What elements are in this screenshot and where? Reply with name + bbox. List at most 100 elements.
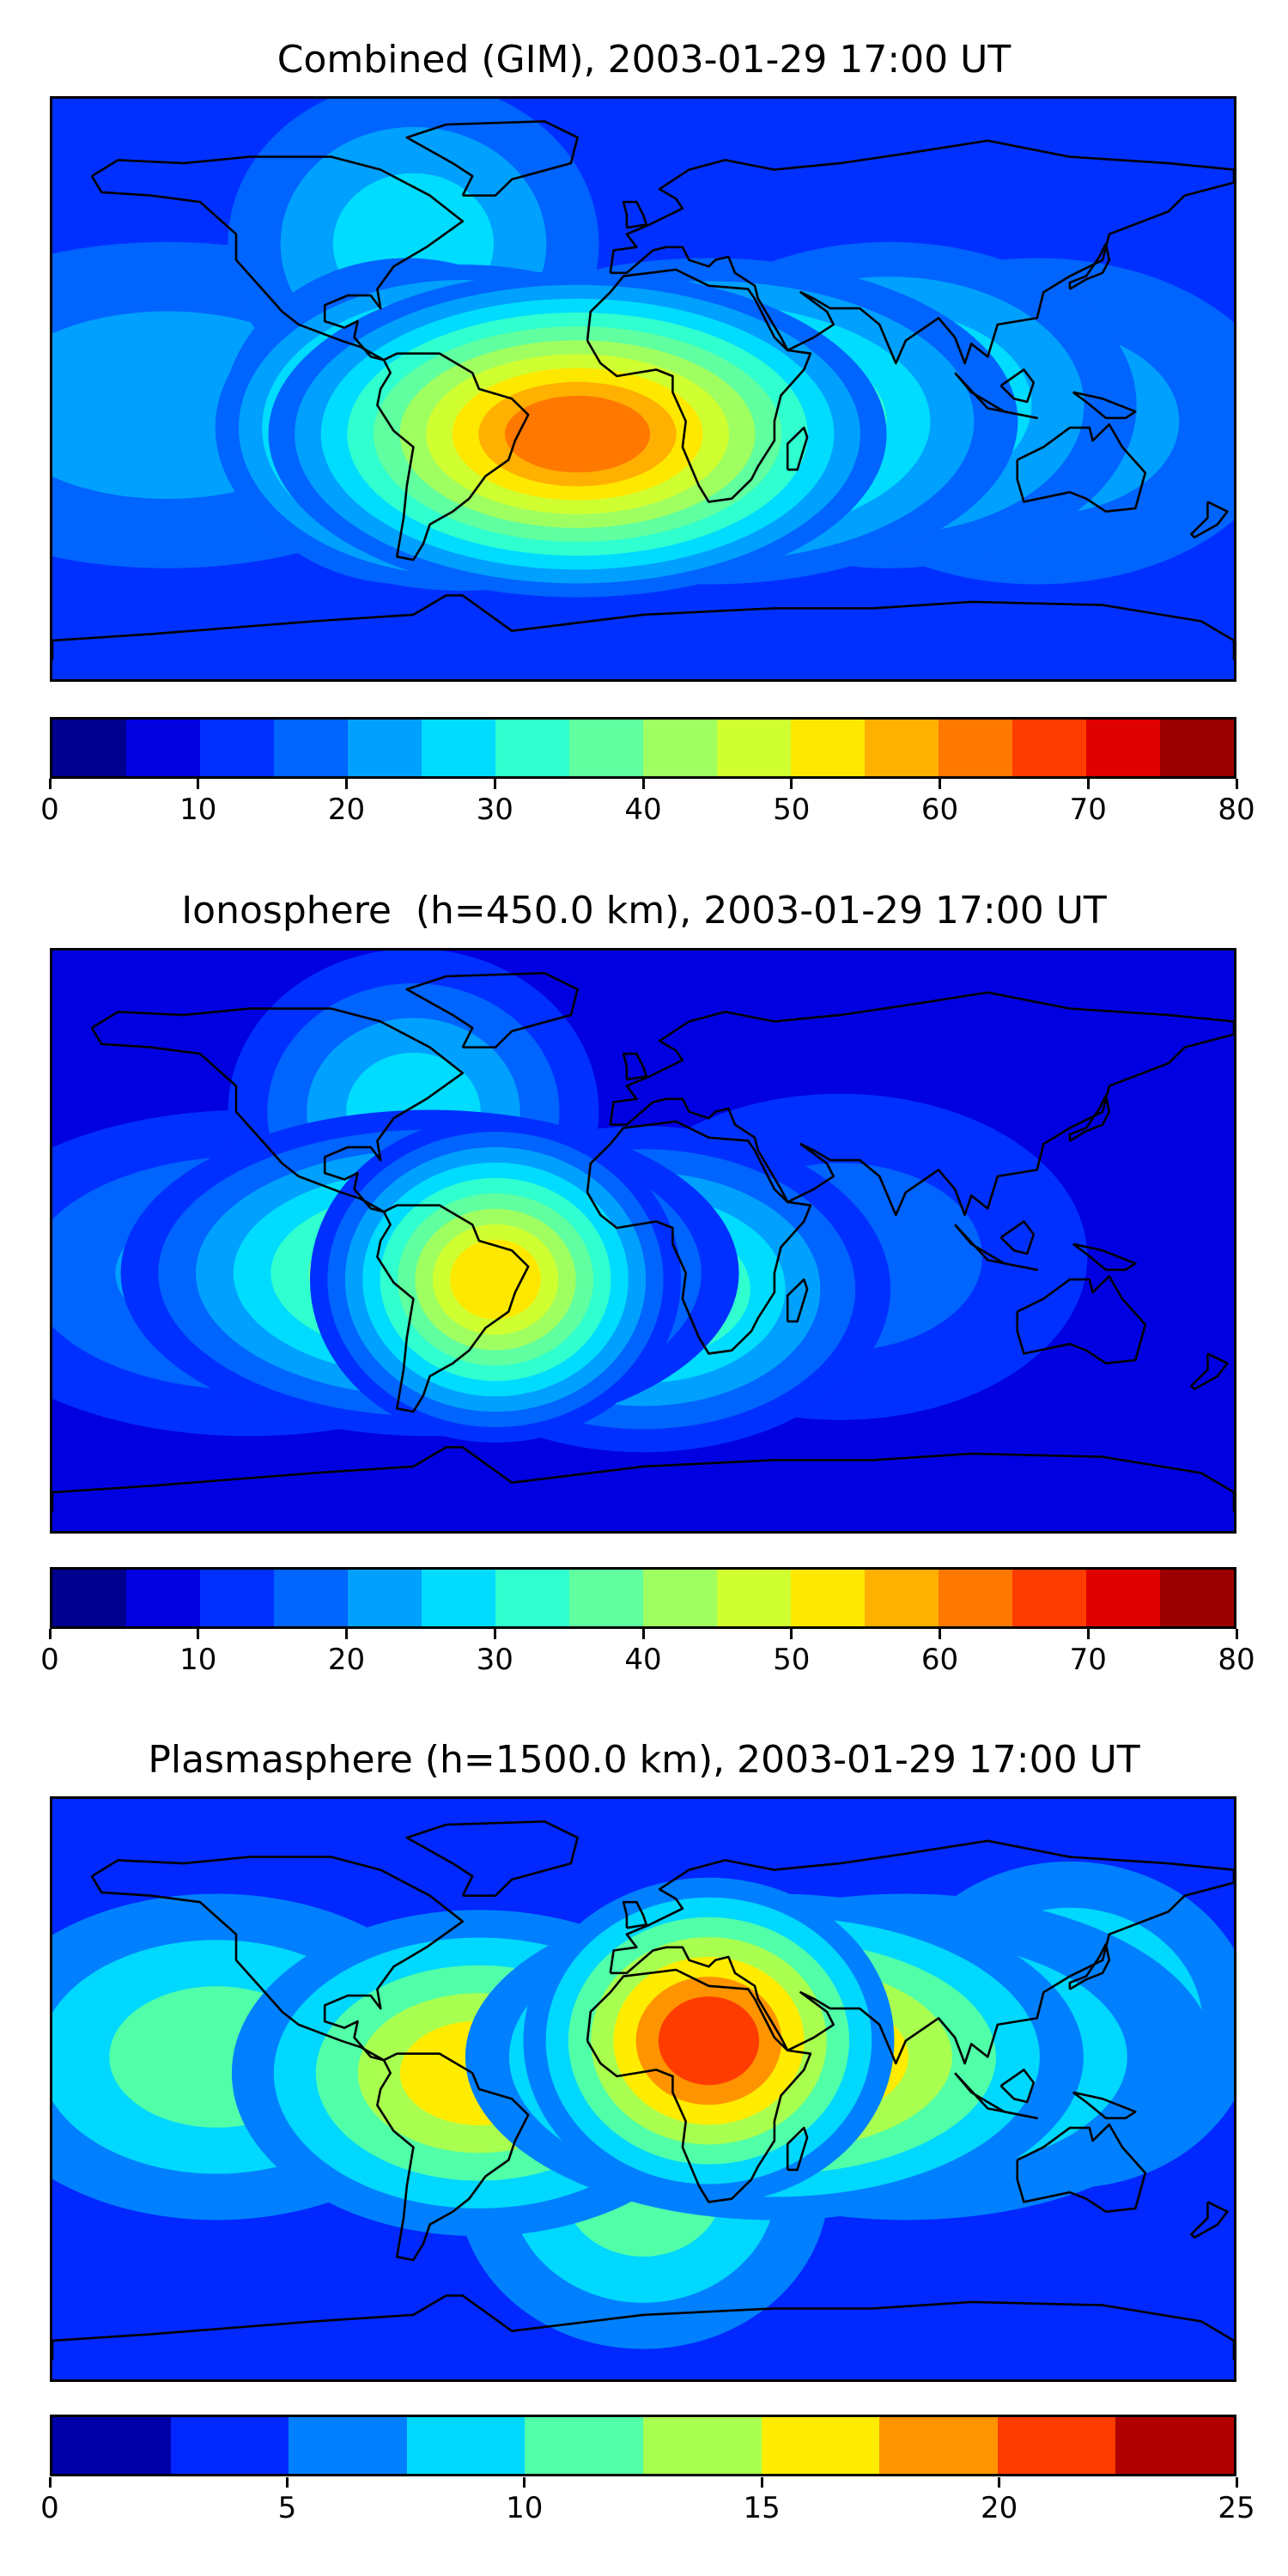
colorbar-tick-label: 60 [920, 1643, 959, 1677]
colorbar-segment [348, 1570, 422, 1626]
colorbar-segment [170, 2417, 289, 2474]
colorbar-segment [525, 2417, 643, 2474]
colorbar-segment [52, 720, 126, 776]
coastline-south-america [376, 352, 530, 562]
coastline-new-zealand [1190, 1352, 1229, 1391]
colorbar-segment [717, 720, 791, 776]
map-svg [52, 1799, 1234, 2379]
coastline-greenland [405, 1820, 579, 1897]
tec-feature [310, 1116, 681, 1443]
coastline-madagascar [786, 1278, 809, 1323]
colorbar-segment [126, 720, 200, 776]
colorbar-segment [422, 720, 495, 776]
colorbar-segment [274, 720, 348, 776]
colorbar-tick-label: 20 [327, 1643, 366, 1677]
plasmasphere-tec-map [50, 1796, 1236, 2382]
colorbar-tick-label: 70 [1069, 1643, 1107, 1677]
coastline-new-guinea [1072, 2091, 1137, 2120]
plasmasphere-colorbar-ticks: 0 5 10 15 20 25 [40, 2477, 1255, 2529]
coastline-africa [586, 1120, 812, 1355]
colorbar-tick-mark [1235, 2477, 1238, 2488]
colorbar-segment [1012, 720, 1086, 776]
colorbar-segment [495, 1570, 569, 1626]
colorbar-tick-mark [1235, 779, 1238, 789]
coastline-antarctica [52, 594, 1234, 660]
colorbar-segment [1160, 1570, 1234, 1626]
colorbar-tick-label: 0 [40, 1643, 59, 1677]
ionosphere-colorbar-ticks: 0 10 20 30 40 50 60 70 80 [40, 1629, 1255, 1680]
colorbar-segment [717, 1570, 791, 1626]
colorbar-segment [761, 2417, 880, 2474]
colorbar-tick-mark [197, 1629, 200, 1639]
coastline-australia [1016, 1274, 1147, 1365]
colorbar-tick-mark [641, 1629, 645, 1639]
coastline-borneo [999, 1220, 1036, 1255]
colorbar-segment [569, 720, 643, 776]
colorbar-tick-mark [493, 779, 496, 789]
coastline-north-america [90, 1007, 465, 1213]
coastline-indonesia [954, 2072, 1038, 2120]
contour-band [450, 1239, 541, 1320]
ionosphere-colorbar [50, 1567, 1236, 1629]
coastline-africa [586, 1968, 812, 2203]
colorbar-segment [289, 2417, 407, 2474]
colorbar-tick-mark [1235, 1629, 1238, 1639]
coastlines [52, 119, 1234, 660]
coastline-greenland [405, 971, 579, 1048]
colorbar-segment [642, 2417, 762, 2474]
colorbar-segment [1086, 1570, 1160, 1626]
colorbar-tick-label: 20 [980, 2491, 1018, 2525]
combined-colorbar [50, 717, 1236, 779]
coastline-uk [622, 1900, 648, 1929]
combined-map-title: Combined (GIM), 2003-01-29 17:00 UT [276, 38, 1012, 82]
coastline-north-america [90, 155, 465, 361]
colorbar-segment [1012, 1570, 1086, 1626]
plasmasphere-colorbar [50, 2415, 1236, 2476]
map-svg [52, 951, 1234, 1531]
colorbar-segment [1160, 720, 1234, 776]
coastlines [52, 1820, 1234, 2360]
coastline-new-zealand [1190, 2201, 1229, 2239]
colorbar-segment [939, 720, 1012, 776]
colorbar-tick-label: 40 [624, 793, 662, 827]
coastline-eurasia [609, 991, 1234, 1217]
colorbar-segment [643, 1570, 717, 1626]
colorbar-tick-mark [939, 1629, 941, 1639]
coastline-madagascar [786, 2126, 809, 2172]
colorbar-segment [569, 1570, 643, 1626]
colorbar-tick-label: 25 [1218, 2491, 1255, 2525]
colorbar-segment [1086, 720, 1160, 776]
coastline-new-guinea [1072, 391, 1137, 420]
colorbar-segment [643, 720, 717, 776]
coastline-antarctica [52, 1446, 1234, 1512]
coastline-south-america [376, 2052, 530, 2262]
coastlines [52, 971, 1234, 1512]
colorbar-segment [1115, 2417, 1234, 2474]
colorbar-tick-mark [48, 1629, 52, 1639]
colorbar-tick-mark [760, 2477, 763, 2488]
colorbar-segment [52, 2417, 171, 2474]
coastline-africa [586, 268, 812, 503]
ionosphere-tec-map [50, 948, 1236, 1534]
colorbar-tick-label: 5 [277, 2491, 297, 2525]
coastline-madagascar [786, 426, 809, 471]
colorbar-segment [52, 1570, 126, 1626]
colorbar-tick-label: 30 [476, 793, 513, 827]
colorbar-tick-label: 70 [1069, 793, 1107, 827]
colorbar-tick-label: 10 [506, 2491, 544, 2525]
colorbar-tick-mark [790, 1629, 793, 1639]
colorbar-tick-label: 15 [743, 2491, 781, 2525]
coastline-borneo [999, 368, 1036, 404]
colorbar-tick-mark [493, 1629, 496, 1639]
colorbar-tick-label: 0 [40, 2491, 59, 2525]
colorbar-tick-mark [1086, 779, 1090, 789]
colorbar-tick-mark [345, 1629, 348, 1639]
colorbar-segment [791, 720, 865, 776]
coastline-uk [622, 200, 648, 229]
coastline-south-america [376, 1204, 530, 1413]
coastline-japan [1068, 1094, 1111, 1142]
colorbar-tick-mark [345, 779, 348, 789]
colorbar-segment [939, 1570, 1012, 1626]
combined-tec-map [50, 96, 1236, 682]
colorbar-segment [865, 1570, 939, 1626]
